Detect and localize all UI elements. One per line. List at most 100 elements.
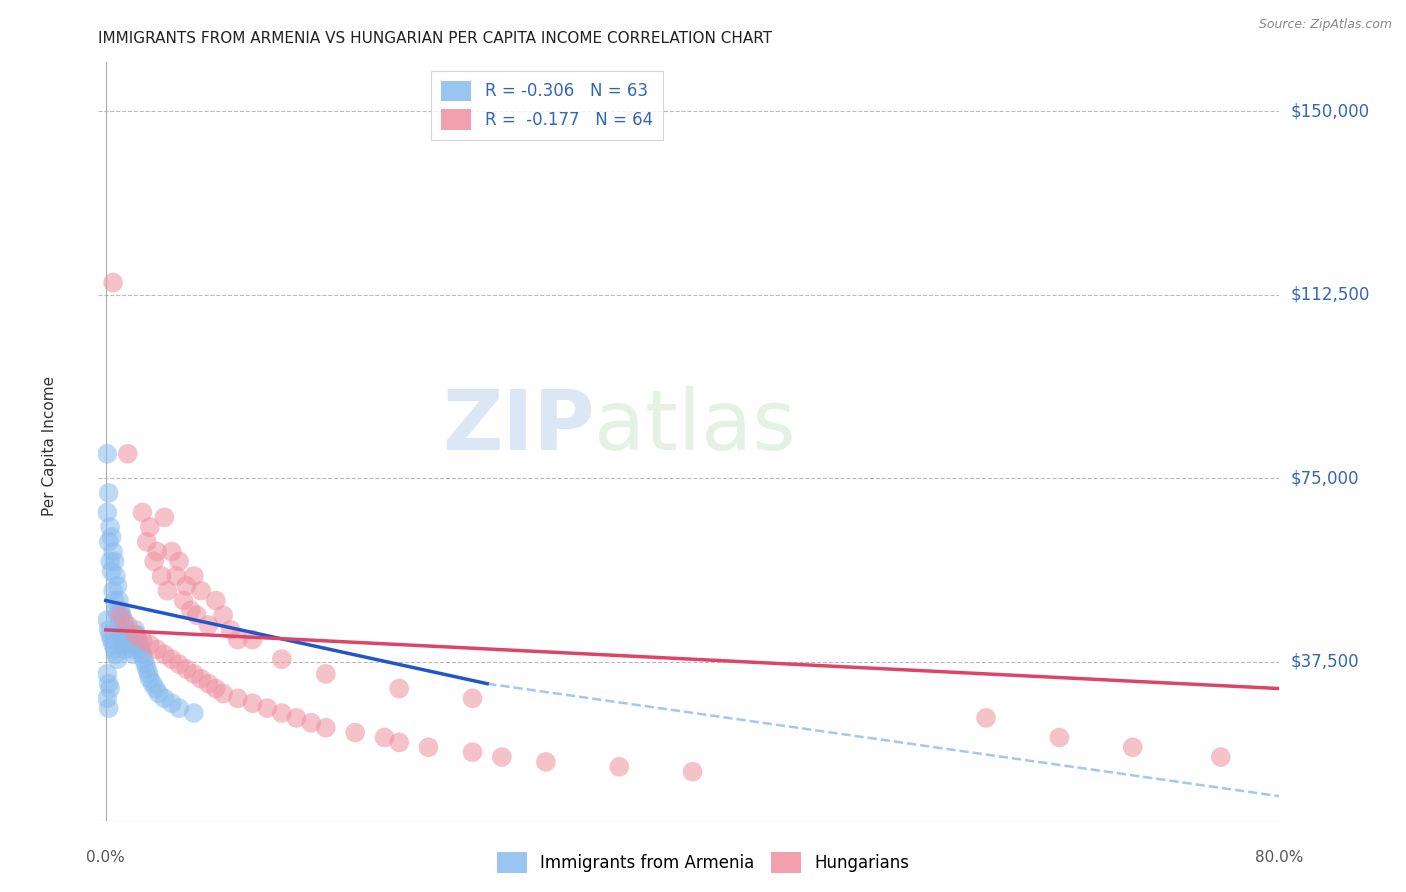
Point [186, 608, 208, 623]
Point [226, 632, 249, 647]
Point [315, 721, 337, 735]
Point [534, 755, 557, 769]
Point [176, 662, 198, 676]
Point [219, 623, 242, 637]
Point [101, 638, 124, 652]
Point [160, 652, 183, 666]
Point [146, 544, 169, 558]
Point [97, 486, 120, 500]
Point [242, 696, 264, 710]
Point [160, 696, 183, 710]
Point [114, 642, 136, 657]
Point [97, 676, 120, 690]
Point [153, 691, 176, 706]
Point [111, 608, 134, 623]
Point [98, 681, 121, 696]
Point [117, 628, 139, 642]
Point [135, 534, 157, 549]
Point [101, 544, 124, 558]
Point [131, 648, 153, 662]
Point [98, 520, 121, 534]
Point [110, 603, 132, 617]
Point [242, 632, 264, 647]
Point [96, 506, 118, 520]
Point [124, 628, 146, 642]
Text: $112,500: $112,500 [1291, 285, 1369, 304]
Point [607, 760, 630, 774]
Point [96, 447, 118, 461]
Point [299, 715, 322, 730]
Text: $37,500: $37,500 [1291, 653, 1360, 671]
Point [112, 638, 135, 652]
Point [121, 642, 143, 657]
Point [176, 579, 198, 593]
Point [132, 652, 155, 666]
Point [1209, 750, 1232, 764]
Point [373, 731, 395, 745]
Point [101, 276, 124, 290]
Point [96, 691, 118, 706]
Point [100, 632, 122, 647]
Point [183, 569, 205, 583]
Text: $75,000: $75,000 [1291, 469, 1360, 487]
Point [197, 676, 219, 690]
Point [285, 711, 308, 725]
Point [167, 657, 190, 672]
Point [108, 618, 131, 632]
Point [344, 725, 367, 739]
Point [180, 603, 202, 617]
Point [197, 618, 219, 632]
Point [118, 632, 141, 647]
Text: IMMIGRANTS FROM ARMENIA VS HUNGARIAN PER CAPITA INCOME CORRELATION CHART: IMMIGRANTS FROM ARMENIA VS HUNGARIAN PER… [98, 31, 772, 46]
Point [682, 764, 704, 779]
Point [142, 676, 165, 690]
Point [100, 530, 122, 544]
Point [1122, 740, 1144, 755]
Point [204, 681, 226, 696]
Point [107, 652, 129, 666]
Point [1047, 731, 1070, 745]
Point [183, 706, 205, 720]
Point [96, 666, 118, 681]
Point [122, 648, 145, 662]
Point [139, 672, 162, 686]
Point [97, 701, 120, 715]
Point [131, 632, 153, 647]
Point [160, 544, 183, 558]
Point [148, 686, 170, 700]
Point [190, 583, 212, 598]
Point [190, 672, 212, 686]
Point [128, 638, 150, 652]
Point [136, 666, 159, 681]
Text: Source: ZipAtlas.com: Source: ZipAtlas.com [1258, 18, 1392, 31]
Point [103, 593, 125, 607]
Point [204, 593, 226, 607]
Point [150, 569, 173, 583]
Point [97, 534, 120, 549]
Point [107, 579, 129, 593]
Point [100, 564, 122, 578]
Point [226, 691, 249, 706]
Point [114, 618, 136, 632]
Point [461, 745, 484, 759]
Text: 80.0%: 80.0% [1256, 850, 1303, 865]
Point [270, 652, 292, 666]
Text: Per Capita Income: Per Capita Income [42, 376, 56, 516]
Legend: Immigrants from Armenia, Hungarians: Immigrants from Armenia, Hungarians [491, 846, 915, 880]
Point [98, 554, 121, 568]
Point [388, 681, 411, 696]
Point [139, 638, 162, 652]
Point [491, 750, 513, 764]
Point [112, 613, 135, 627]
Point [270, 706, 292, 720]
Point [167, 554, 190, 568]
Point [146, 642, 169, 657]
Point [145, 681, 167, 696]
Point [461, 691, 484, 706]
Text: 0.0%: 0.0% [86, 850, 125, 865]
Point [107, 608, 129, 623]
Point [153, 510, 176, 524]
Point [173, 593, 195, 607]
Point [156, 583, 179, 598]
Point [129, 642, 152, 657]
